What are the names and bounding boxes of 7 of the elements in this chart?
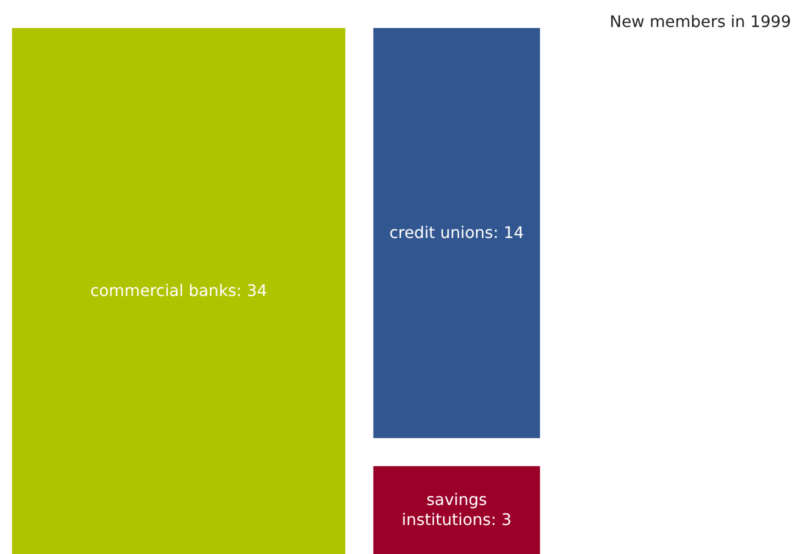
text: New members in 1999 <box>610 12 791 31</box>
category-label: savings institutions <box>402 490 491 530</box>
category-label: credit unions <box>389 223 494 242</box>
category-label: commercial banks <box>90 281 236 300</box>
data-label: : 14 <box>493 223 524 244</box>
data-label: : 3 <box>490 510 512 530</box>
data-label: : 34 <box>236 281 268 301</box>
